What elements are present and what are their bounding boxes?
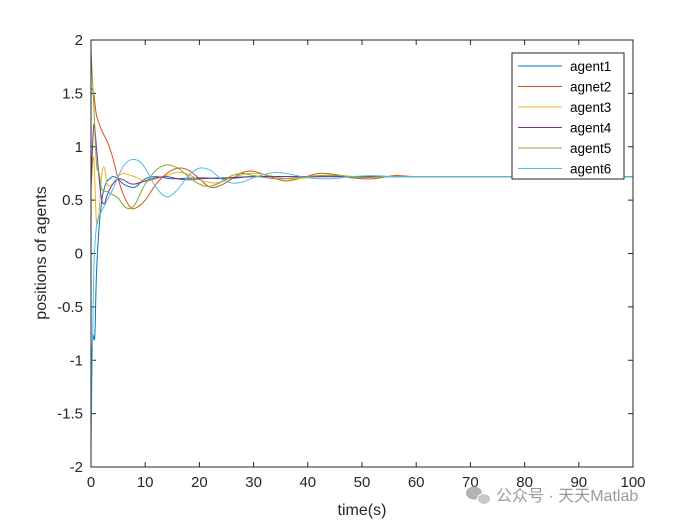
- legend-box: [511, 52, 625, 180]
- wechat-icon: [466, 486, 491, 505]
- legend-label-agent6: agent6: [570, 162, 611, 177]
- y-tick-label: 0: [75, 246, 83, 263]
- legend-label-agent3: agent3: [570, 100, 611, 115]
- legend: agent1 agnet2 agent3 agent4 agent5 agent6: [511, 52, 625, 180]
- legend-label-agnet2: agnet2: [570, 80, 611, 95]
- series-line-agent4: [90, 123, 633, 205]
- x-tick-label: 80: [516, 474, 533, 491]
- y-axis-ticks: 2 1.5 1 0.5 0 -0.5 -1 -1.5 -2: [57, 32, 633, 476]
- y-tick-label: -1.5: [57, 406, 83, 423]
- x-tick-label: 60: [408, 474, 425, 491]
- x-tick-label: 30: [245, 474, 262, 491]
- plot-frame: [90, 39, 634, 468]
- legend-label-agent5: agent5: [570, 141, 611, 156]
- x-axis-ticks: 0 10 20 30 40 50 60 70 80 90 100: [87, 40, 646, 491]
- x-tick-label: 20: [191, 474, 208, 491]
- y-tick-label: 2: [75, 32, 83, 49]
- y-tick-label: -2: [70, 459, 83, 476]
- legend-label-agent4: agent4: [570, 121, 612, 136]
- y-axis-label: positions of agents: [33, 186, 50, 319]
- x-tick-label: 40: [299, 474, 316, 491]
- legend-label-agent1: agent1: [570, 59, 611, 74]
- watermark-text: 公众号 · 天天Matlab: [496, 487, 638, 505]
- x-tick-label: 100: [620, 474, 645, 491]
- x-tick-label: 50: [354, 474, 371, 491]
- y-tick-label: 1: [75, 139, 83, 156]
- y-tick-label: -0.5: [57, 299, 83, 316]
- x-tick-label: 90: [570, 474, 587, 491]
- series-line-agnet2: [90, 87, 633, 210]
- series-line-agent5: [90, 50, 633, 210]
- x-tick-label: 10: [137, 474, 154, 491]
- series-line-agent6: [90, 159, 633, 444]
- x-axis-label: time(s): [338, 502, 387, 519]
- y-tick-label: -1: [70, 352, 83, 369]
- x-tick-label: 0: [87, 474, 95, 491]
- watermark: 公众号 · 天天Matlab: [466, 486, 638, 505]
- series-lines: [90, 50, 633, 444]
- y-tick-label: 0.5: [62, 192, 83, 209]
- y-tick-label: 1.5: [62, 85, 83, 102]
